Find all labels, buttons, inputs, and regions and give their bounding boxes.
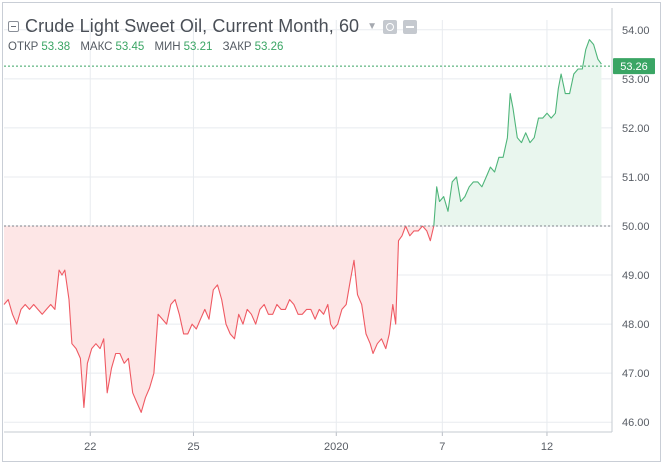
x-tick-label: 2020 — [324, 441, 348, 453]
low-value: 53.21 — [183, 41, 213, 53]
area-fill-above — [433, 39, 602, 226]
x-tick-label: 12 — [541, 441, 553, 453]
area-fill-below — [4, 226, 406, 413]
y-tick-label: 46.00 — [622, 417, 650, 429]
gear-icon[interactable] — [383, 19, 398, 34]
chart-title: Crude Light Sweet Oil, Current Month, 60 — [25, 16, 360, 36]
last-price-label: 53.26 — [620, 61, 648, 73]
open-value: 53.38 — [41, 41, 71, 53]
price-line-above — [433, 39, 602, 227]
close-value: 53.26 — [254, 41, 284, 53]
high-label: МАКС — [80, 41, 113, 53]
close-label: ЗАКР — [222, 41, 252, 53]
high-value: 53.45 — [115, 41, 145, 53]
x-tick-label: 7 — [439, 441, 445, 453]
price-line-below — [3, 225, 407, 413]
low-label: МИН — [154, 41, 181, 53]
y-tick-label: 54.00 — [622, 25, 650, 37]
y-tick-label: 53.00 — [622, 74, 650, 86]
y-tick-label: 47.00 — [622, 368, 650, 380]
chart-header: Crude Light Sweet Oil, Current Month, 60… — [8, 16, 418, 37]
price-line-below — [422, 225, 435, 242]
x-tick-label: 22 — [84, 441, 96, 453]
collapse-legend-icon[interactable] — [8, 21, 19, 32]
last-price-tag — [613, 58, 655, 75]
ohlc-readout: ОТКР 53.38 МАКС 53.45 МИН 53.21 ЗАКР 53.26 — [8, 41, 290, 53]
y-tick-label: 50.00 — [622, 221, 650, 233]
x-tick-label: 25 — [187, 441, 199, 453]
y-tick-label: 52.00 — [622, 123, 650, 135]
y-tick-label: 51.00 — [622, 172, 650, 184]
price-lines — [3, 39, 602, 413]
y-tick-label: 48.00 — [622, 319, 650, 331]
chevron-down-icon[interactable]: ▼ — [367, 21, 378, 32]
price-line-below — [405, 225, 423, 237]
y-tick-label: 49.00 — [622, 270, 650, 282]
open-label: ОТКР — [8, 41, 39, 53]
eye-icon[interactable] — [403, 19, 418, 34]
